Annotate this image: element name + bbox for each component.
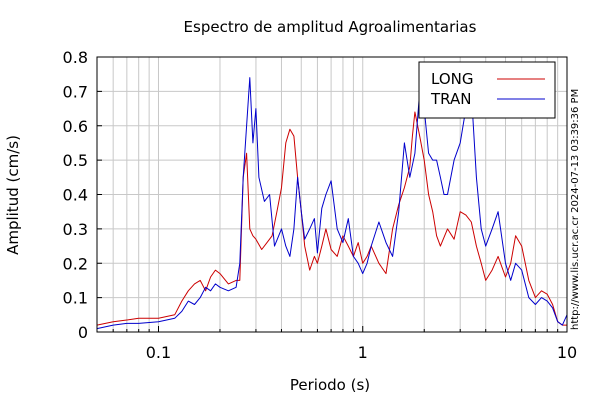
y-tick-label: 0.1 bbox=[63, 289, 88, 308]
chart-title: Espectro de amplitud Agroalimentarias bbox=[184, 18, 477, 36]
series-lines bbox=[96, 77, 568, 330]
legend-label-long: LONG bbox=[431, 70, 473, 88]
legend-label-tran: TRAN bbox=[430, 90, 471, 108]
y-tick-label: 0.8 bbox=[63, 48, 88, 67]
x-tick-label: 1 bbox=[358, 343, 368, 362]
y-tick-label: 0 bbox=[78, 323, 88, 342]
x-tick-label: 0.1 bbox=[146, 343, 171, 362]
legend: LONG TRAN bbox=[418, 61, 556, 119]
y-axis-title: Amplitud (cm/s) bbox=[4, 135, 22, 255]
y-tick-label: 0.4 bbox=[63, 186, 88, 205]
series-line-tran bbox=[96, 77, 568, 330]
y-tick-label: 0.3 bbox=[63, 220, 88, 239]
axis-ticks: 0 0.1 0.2 0.3 0.4 0.5 0.6 0.7 0.8 0.1 1 10 bbox=[63, 48, 578, 362]
series-line-long bbox=[96, 111, 567, 326]
x-axis-title: Periodo (s) bbox=[290, 376, 370, 394]
x-tick-label: 10 bbox=[557, 343, 577, 362]
y-tick-label: 0.6 bbox=[63, 117, 88, 136]
y-tick-label: 0.5 bbox=[63, 151, 88, 170]
legend-box bbox=[418, 61, 556, 119]
source-timestamp-text: http://www.lis.ucr.ac.cr 2024-07-13 03:3… bbox=[570, 89, 581, 330]
y-tick-label: 0.2 bbox=[63, 254, 88, 273]
y-tick-label: 0.7 bbox=[63, 82, 88, 101]
